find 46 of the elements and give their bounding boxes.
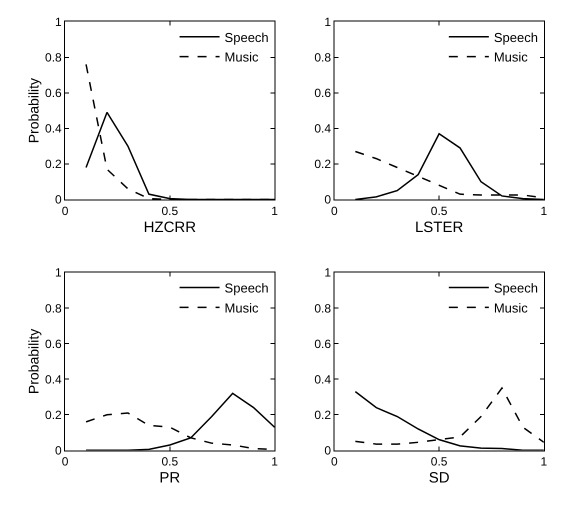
y-tick-label: 0: [55, 192, 62, 207]
y-tick-label: 0: [55, 444, 62, 458]
y-tick-label: 1: [324, 266, 332, 280]
x-tick-label: 1: [271, 454, 278, 469]
y-tick-label: 0.6: [314, 86, 332, 100]
legend-label: Speech: [494, 30, 538, 45]
x-axis-title: LSTER: [414, 218, 464, 236]
x-tick-label: 0.5: [161, 204, 179, 218]
legend-label: Speech: [224, 30, 269, 45]
y-tick-label: 1: [55, 14, 62, 29]
y-tick-label: 0.2: [314, 157, 332, 172]
y-axis-title: Probability: [26, 78, 42, 144]
y-tick-label: 0.6: [314, 336, 332, 351]
y-tick-label: 0.8: [45, 301, 62, 316]
y-tick-label: 0.6: [45, 336, 62, 351]
legend-label: Music: [224, 50, 260, 65]
y-tick-label: 0.8: [314, 301, 332, 316]
x-tick-label: 1: [540, 204, 548, 218]
y-tick-label: 0.2: [45, 157, 62, 172]
x-tick-label: 0.5: [430, 204, 448, 218]
x-tick-label: 0.5: [161, 454, 179, 469]
x-axis-title: SD: [428, 470, 450, 487]
x-axis-title: PR: [159, 470, 180, 487]
legend-label: Music: [494, 50, 528, 65]
y-axis-title: Probability: [26, 328, 42, 394]
legend-label: Speech: [494, 280, 538, 296]
y-tick-label: 0.6: [45, 86, 62, 100]
y-tick-label: 0.2: [45, 408, 62, 422]
legend-label: Speech: [224, 280, 269, 296]
x-tick-label: 1: [271, 204, 278, 218]
y-tick-label: 1: [55, 266, 62, 280]
y-tick-label: 1: [324, 14, 332, 29]
y-tick-label: 0: [324, 444, 332, 458]
x-axis-title: HZCRR: [144, 218, 196, 236]
x-tick-label: 0.5: [430, 454, 448, 469]
y-tick-label: 0.8: [314, 50, 332, 64]
x-tick-label: 1: [540, 454, 548, 469]
legend-label: Music: [224, 300, 260, 316]
y-tick-label: 0.2: [314, 408, 332, 422]
y-tick-label: 0.4: [314, 372, 332, 386]
legend-label: Music: [494, 300, 528, 316]
y-tick-label: 0.4: [45, 122, 62, 136]
y-tick-label: 0: [324, 192, 332, 207]
y-tick-label: 0.4: [314, 122, 332, 136]
y-tick-label: 0.8: [45, 50, 62, 64]
y-tick-label: 0.4: [45, 372, 62, 386]
